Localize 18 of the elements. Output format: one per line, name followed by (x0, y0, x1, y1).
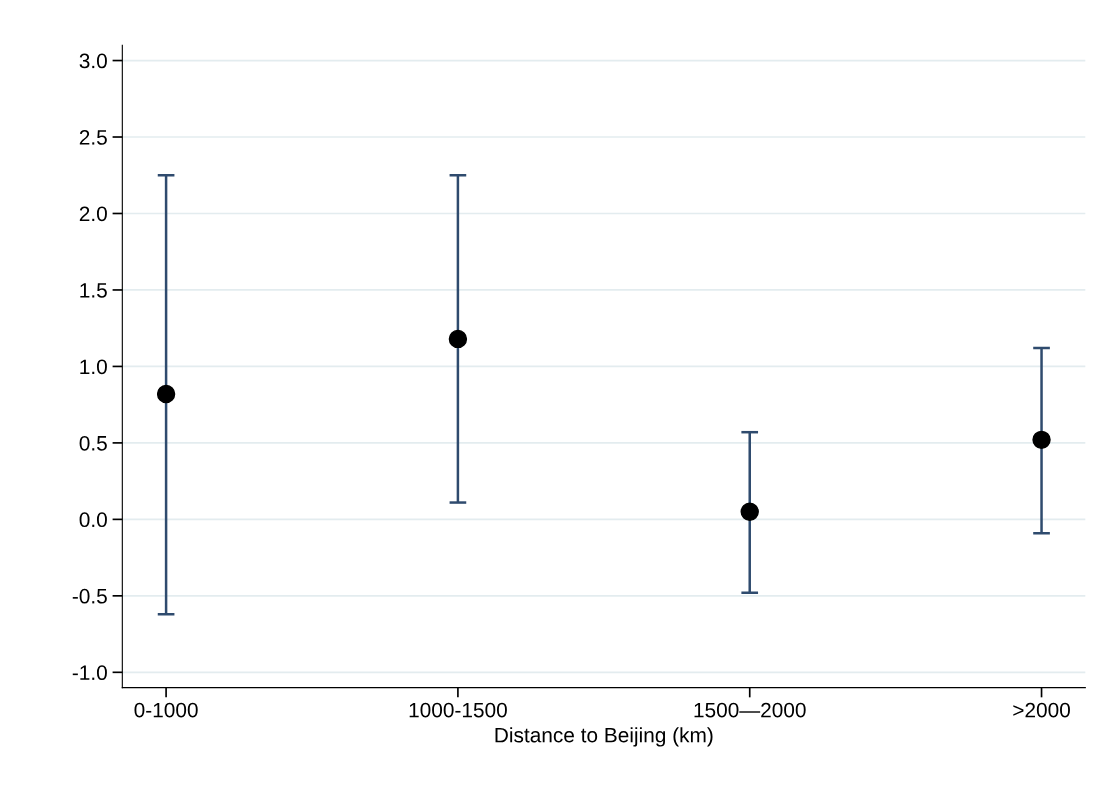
x-tick-label: 0-1000 (134, 702, 198, 718)
y-tick-label: 1.5 (80, 283, 107, 298)
y-tick-label: 1.0 (80, 359, 107, 375)
y-tick-label: 3.0 (79, 53, 107, 69)
x-tick-label: 1000-1500 (409, 702, 507, 718)
point (448, 329, 468, 349)
y-tick-label: 2.5 (79, 130, 107, 145)
point (740, 502, 759, 521)
point (1032, 430, 1051, 450)
x-axis-title: Distance to Beijing (km) (495, 727, 713, 747)
y-tick-label: -1.0 (72, 665, 107, 681)
y-tick-label: 2.0 (79, 206, 107, 222)
x-tick-label: 1500—2000 (694, 702, 806, 718)
x-tick-label: >2000 (1013, 702, 1070, 718)
y-tick-label: 0.0 (79, 512, 107, 528)
y-tick-label: 0.5 (79, 435, 107, 451)
point (156, 384, 176, 404)
y-tick-label: -0.5 (72, 588, 107, 604)
